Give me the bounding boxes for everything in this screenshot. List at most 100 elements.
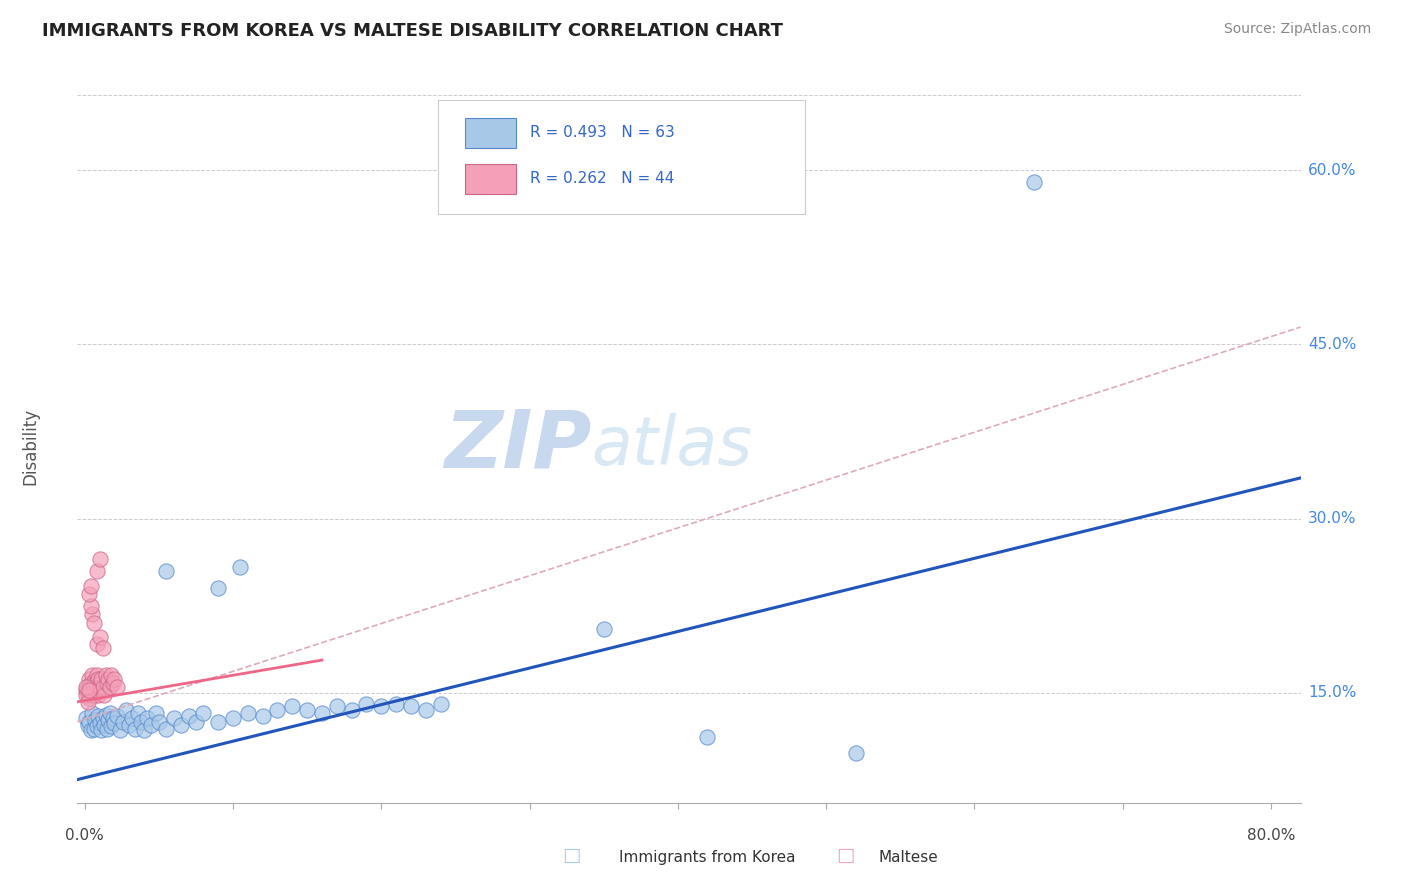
Point	[77, 587, 100, 601]
Point	[101, 711, 124, 725]
Point	[94, 668, 117, 682]
Point	[155, 564, 177, 578]
Point	[79, 723, 101, 737]
Point	[101, 676, 124, 690]
Point	[89, 676, 111, 690]
Point	[77, 714, 100, 729]
Point	[77, 672, 100, 686]
Point	[82, 706, 104, 721]
Point	[76, 695, 98, 709]
Point	[75, 688, 97, 702]
Text: 15.0%: 15.0%	[1308, 685, 1357, 700]
Text: 45.0%: 45.0%	[1308, 337, 1357, 352]
FancyBboxPatch shape	[465, 164, 516, 194]
Text: IMMIGRANTS FROM KOREA VS MALTESE DISABILITY CORRELATION CHART: IMMIGRANTS FROM KOREA VS MALTESE DISABIL…	[42, 22, 783, 40]
Point	[136, 711, 159, 725]
Point	[340, 703, 363, 717]
Point	[84, 714, 107, 728]
Point	[83, 673, 105, 688]
Point	[696, 730, 718, 744]
Point	[115, 703, 138, 717]
Point	[96, 676, 118, 690]
Point	[121, 711, 143, 725]
Point	[90, 672, 112, 686]
Point	[89, 630, 111, 644]
Point	[1022, 175, 1045, 189]
Point	[86, 719, 108, 733]
FancyBboxPatch shape	[465, 118, 516, 148]
Point	[86, 668, 108, 682]
Point	[252, 708, 274, 723]
Text: Disability: Disability	[22, 408, 39, 484]
Point	[100, 668, 122, 682]
Point	[141, 718, 163, 732]
Text: Source: ZipAtlas.com: Source: ZipAtlas.com	[1223, 22, 1371, 37]
Point	[129, 714, 152, 729]
Point	[148, 714, 170, 729]
Point	[105, 708, 128, 723]
Point	[170, 718, 193, 732]
Point	[89, 680, 111, 694]
Point	[145, 706, 167, 721]
Point	[90, 723, 112, 737]
Point	[84, 688, 107, 702]
Point	[132, 723, 155, 737]
Point	[91, 641, 114, 656]
Text: R = 0.262   N = 44: R = 0.262 N = 44	[530, 171, 675, 186]
Point	[266, 703, 288, 717]
Point	[75, 683, 97, 698]
Point	[399, 699, 422, 714]
FancyBboxPatch shape	[439, 100, 806, 214]
Point	[86, 680, 108, 694]
Point	[79, 676, 101, 690]
Text: Maltese: Maltese	[879, 850, 938, 865]
Point	[86, 637, 108, 651]
Point	[100, 719, 122, 733]
Point	[207, 581, 229, 595]
Point	[82, 607, 104, 621]
Point	[127, 706, 149, 721]
Point	[415, 703, 437, 717]
Point	[184, 714, 207, 729]
Point	[222, 711, 245, 725]
Point	[97, 672, 120, 686]
Point	[79, 685, 101, 699]
Point	[91, 711, 114, 725]
Point	[77, 691, 100, 706]
Point	[193, 706, 215, 721]
Point	[207, 714, 229, 729]
Point	[110, 723, 132, 737]
Text: 30.0%: 30.0%	[1308, 511, 1357, 526]
Point	[326, 699, 349, 714]
Point	[82, 688, 104, 702]
Point	[124, 722, 146, 736]
Point	[229, 560, 252, 574]
Point	[87, 688, 110, 702]
Point	[118, 718, 141, 732]
Text: 60.0%: 60.0%	[1308, 163, 1357, 178]
Point	[295, 703, 318, 717]
Point	[112, 714, 135, 729]
Text: atlas: atlas	[591, 413, 752, 479]
Text: 0.0%: 0.0%	[65, 829, 104, 843]
Point	[76, 680, 98, 694]
Text: Immigrants from Korea: Immigrants from Korea	[619, 850, 796, 865]
Text: □: □	[837, 847, 855, 865]
Text: ZIP: ZIP	[444, 407, 591, 485]
Point	[356, 697, 378, 711]
Point	[84, 676, 107, 690]
Point	[98, 706, 121, 721]
Point	[96, 722, 118, 736]
Point	[177, 708, 200, 723]
Point	[93, 688, 115, 702]
Point	[236, 706, 259, 721]
Point	[82, 668, 104, 682]
Point	[845, 746, 868, 760]
Point	[89, 715, 111, 730]
Point	[281, 699, 304, 714]
Point	[429, 697, 451, 711]
Point	[155, 722, 177, 736]
Point	[79, 599, 101, 613]
Point	[91, 680, 114, 694]
Point	[163, 711, 186, 725]
